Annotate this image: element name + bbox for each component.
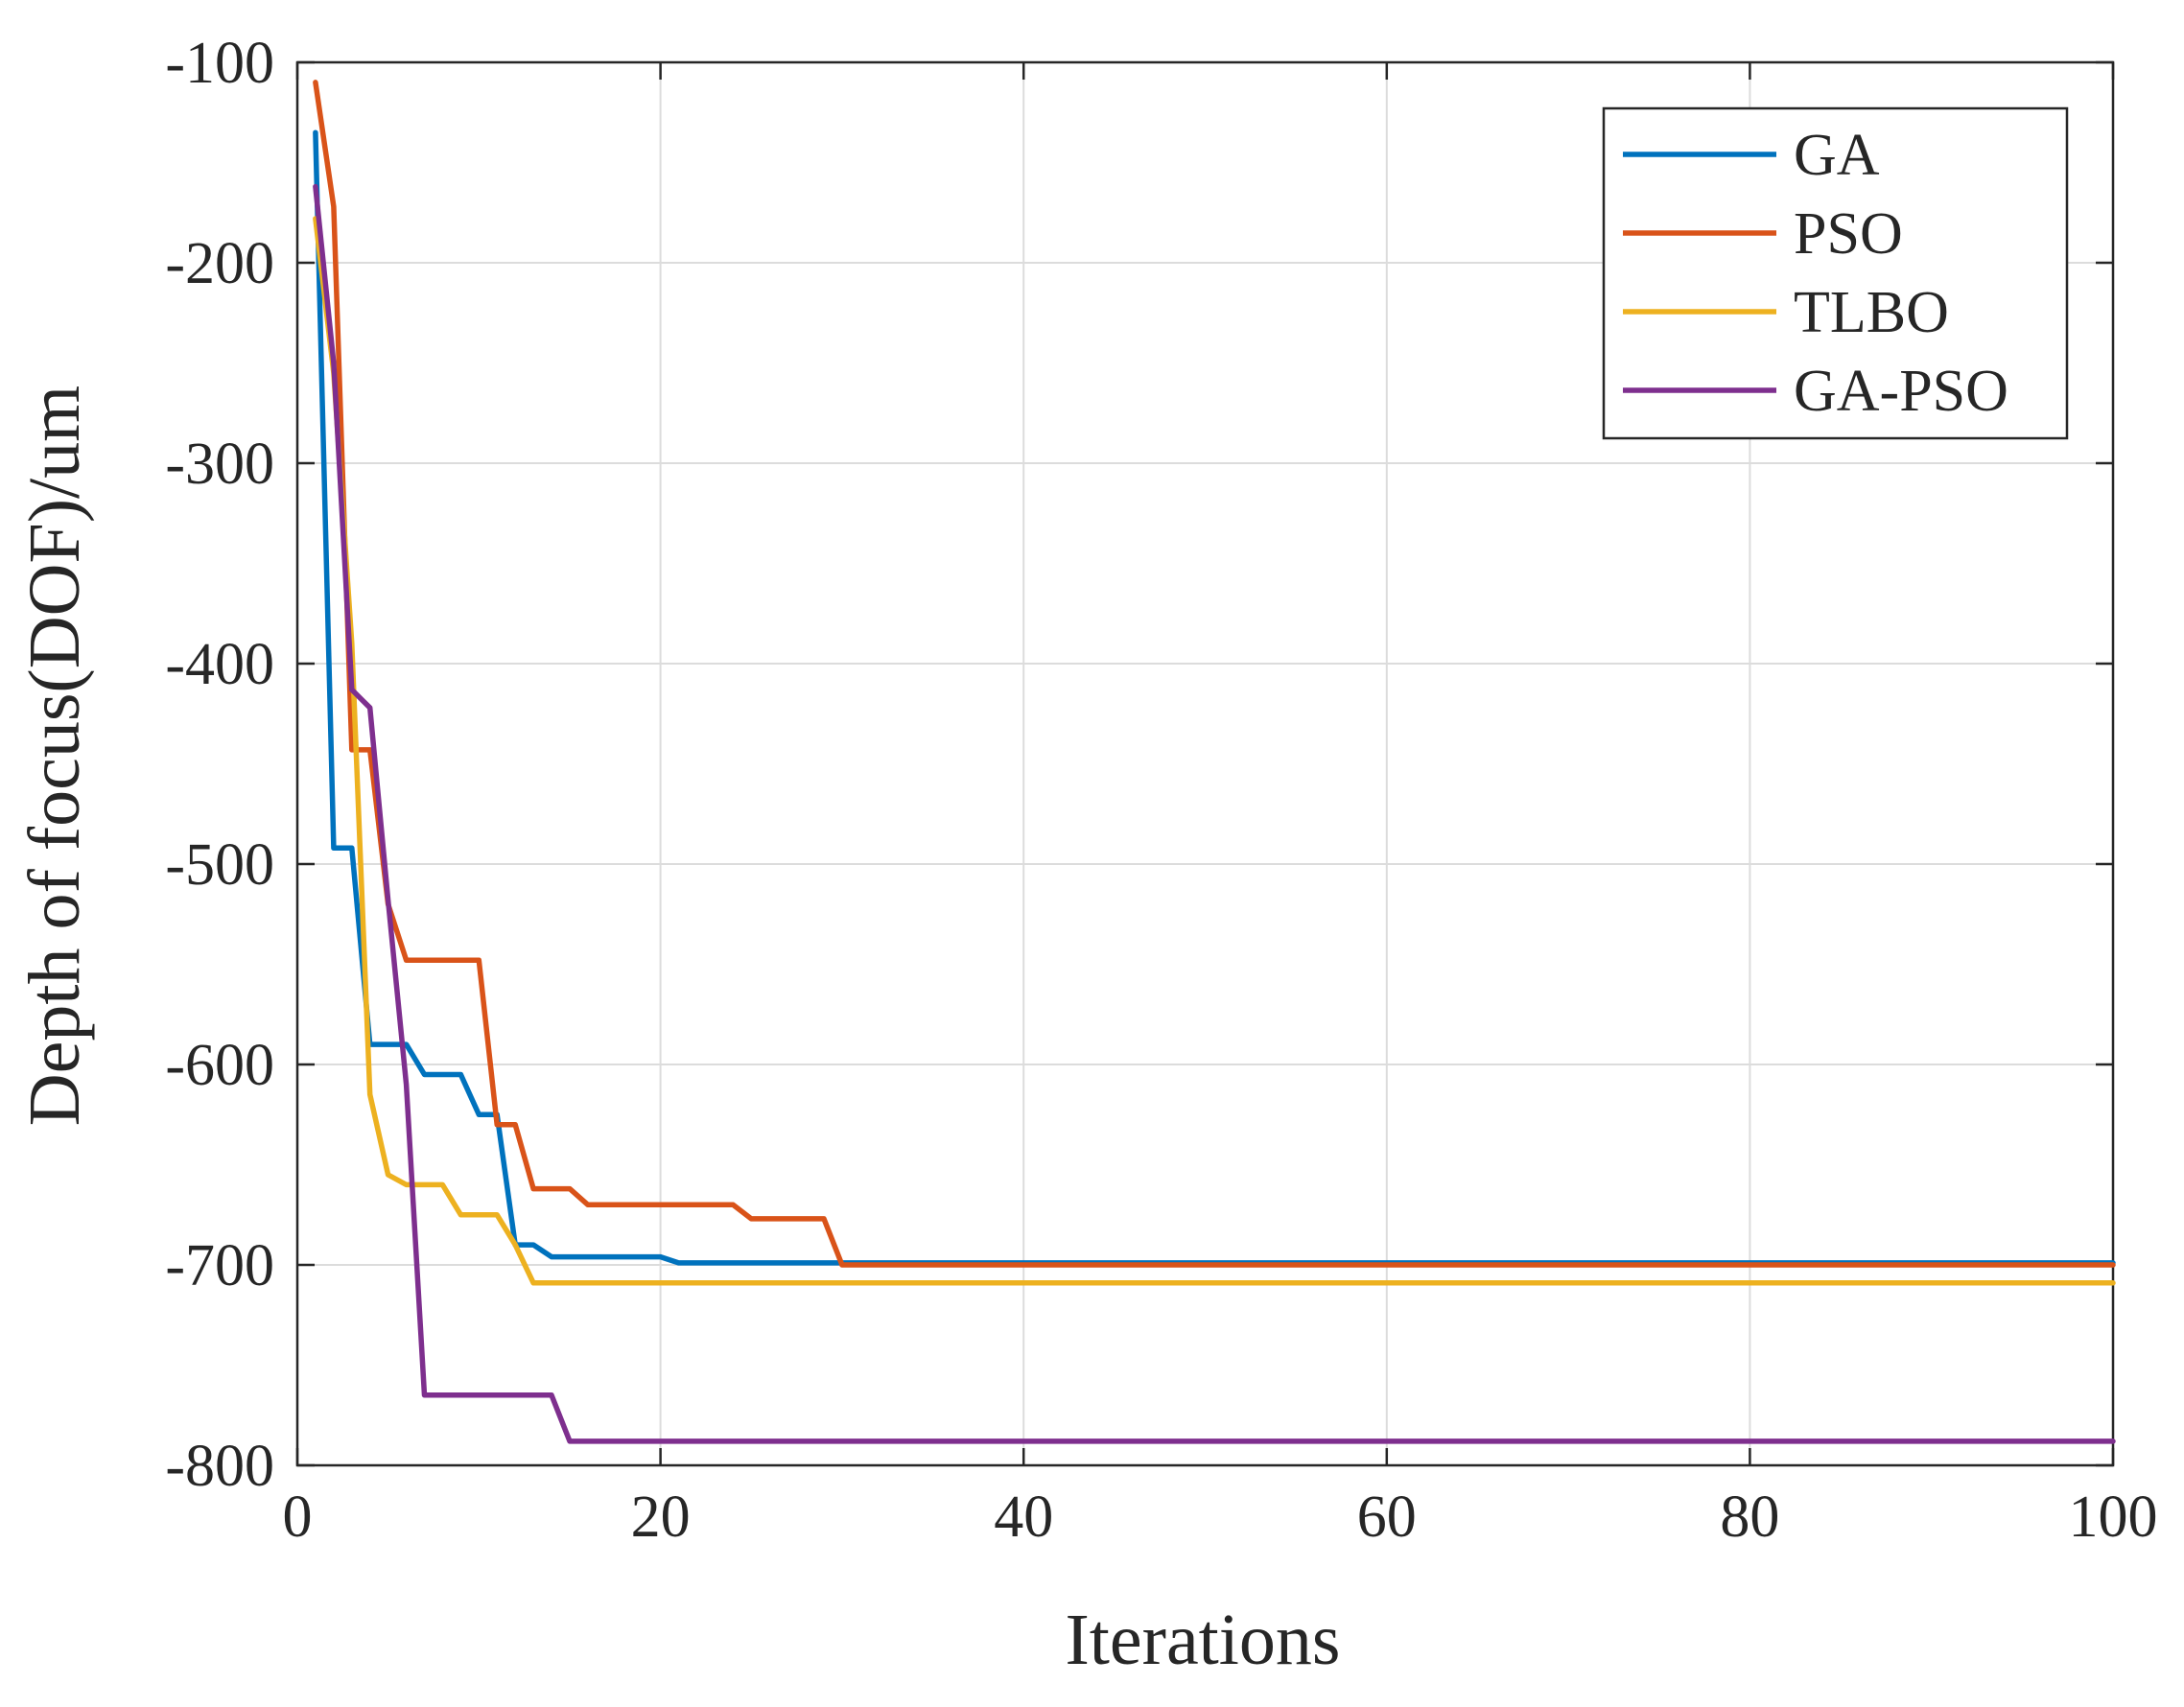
series-line-ga-pso: [313, 183, 2116, 1444]
y-tick-label: -200: [165, 231, 274, 296]
series-line-ga: [313, 129, 2116, 1266]
y-tick-label: -600: [165, 1033, 274, 1098]
legend-label-tlbo: TLBO: [1794, 280, 1949, 345]
x-tick-label: 60: [1357, 1485, 1417, 1550]
x-tick-label: 20: [631, 1485, 691, 1550]
x-tick-label: 100: [2069, 1485, 2158, 1550]
series-group: [313, 80, 2116, 1444]
legend-box: [1602, 106, 2069, 440]
x-tick-label: 0: [283, 1485, 313, 1550]
legend: GA PSO TLBO GA-PSO: [1602, 106, 2069, 440]
x-axis-label: Iterations: [1065, 1600, 1340, 1680]
tick-labels: 0 20 40 60 80 100 -800 -700 -600 -500 -400 -300 -200…: [165, 31, 2157, 1550]
y-tick-label: -700: [165, 1233, 274, 1298]
axes: [295, 60, 2115, 1467]
y-tick-label: -800: [165, 1434, 274, 1499]
plot-frame: [295, 60, 2115, 1467]
y-axis-label: Depth of focus(DOF)/um: [14, 386, 95, 1127]
x-tick-label: 80: [1720, 1485, 1779, 1550]
y-tick-label: -400: [165, 632, 274, 697]
y-tick-label: -300: [165, 432, 274, 497]
y-tick-label: -100: [165, 31, 274, 96]
series-line-tlbo: [313, 216, 2116, 1286]
legend-label-pso: PSO: [1794, 201, 1903, 267]
y-tick-label: -500: [165, 832, 274, 898]
legend-label-ga-pso: GA-PSO: [1794, 359, 2008, 424]
x-tick-label: 40: [994, 1485, 1053, 1550]
legend-label-ga: GA: [1794, 123, 1880, 188]
